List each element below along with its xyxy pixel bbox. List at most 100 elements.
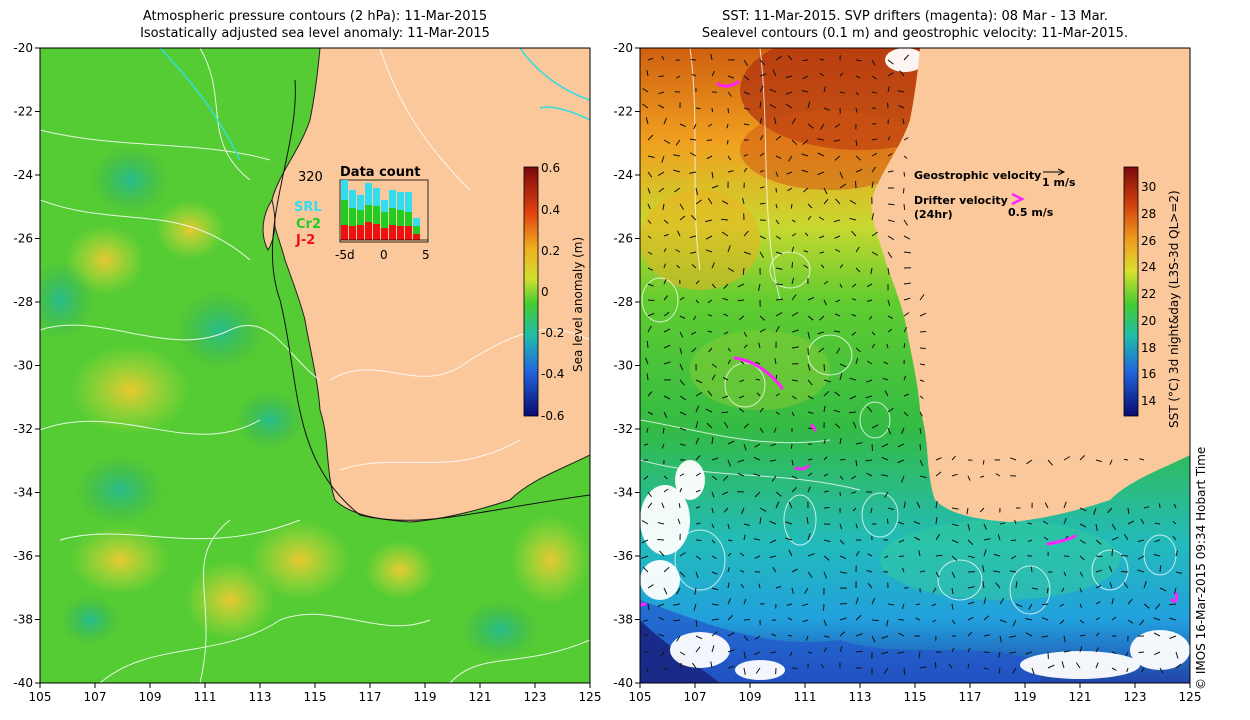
lon-tick-label: 113 [849, 690, 872, 704]
ssl-tick-6: -0.4 [541, 367, 564, 381]
lon-tick-label: 115 [304, 690, 327, 704]
inset-tick-m5: -5d [335, 248, 355, 262]
sea-level-contours [640, 48, 1177, 615]
lat-tick-label: -22 [13, 105, 33, 119]
sst-tick-24: 24 [1141, 260, 1156, 274]
drifter-track [733, 356, 784, 390]
australia-land-right [871, 48, 1190, 522]
ssl-tick-5: -0.2 [541, 326, 564, 340]
right-title-line1: SST: 11-Mar-2015. SVP drifters (magenta)… [722, 9, 1108, 24]
drifter-tracks [640, 80, 1179, 607]
lat-tick-label: -26 [613, 232, 633, 246]
lat-tick-label: -38 [613, 613, 633, 627]
lat-tick-label: -24 [13, 168, 33, 182]
ssl-tick-2: 0.4 [541, 203, 560, 217]
lat-tick-label: -30 [613, 359, 633, 373]
lon-tick-label: 115 [904, 690, 927, 704]
drifter-track [1046, 534, 1077, 546]
lon-tick-label: 113 [249, 690, 272, 704]
map-axes: 105 107 109 111 113 115 117 119 121 123 125 -20 -22 -… [13, 41, 1201, 704]
inset-tick-0: 0 [380, 248, 388, 262]
cloud-mask [640, 48, 1190, 680]
velocity-legend: Geostrophic velocity 1 m/s Drifter veloc… [914, 168, 1076, 221]
lon-tick-label: 105 [29, 690, 52, 704]
drifter-track [810, 423, 817, 432]
sst-tick-14: 14 [1141, 394, 1156, 408]
drifter-sub: (24hr) [914, 208, 953, 221]
lat-tick-label: -28 [613, 295, 633, 309]
lat-tick-label: -34 [13, 486, 33, 500]
sst-tick-18: 18 [1141, 341, 1156, 355]
lat-tick-label: -22 [613, 105, 633, 119]
inset-title: Data count [340, 165, 420, 180]
lat-tick-label: -26 [13, 232, 33, 246]
drifter-track [716, 80, 740, 88]
lon-tick-label: 109 [739, 690, 762, 704]
lat-tick-label: -36 [13, 549, 33, 563]
lat-tick-label: -36 [613, 549, 633, 563]
lat-tick-label: -28 [13, 295, 33, 309]
copyright-notice: © IMOS 16-Mar-2015 09:34 Hobart Time [1194, 446, 1208, 690]
lon-tick-label: 119 [414, 690, 437, 704]
lat-tick-label: -32 [613, 422, 633, 436]
left-map [40, 48, 590, 683]
drifter-scale: 0.5 m/s [1008, 206, 1054, 219]
lon-tick-label: 125 [1179, 690, 1202, 704]
lon-tick-label: 123 [524, 690, 547, 704]
sst-colorbar-title: SST (°C) 3d night&day (L3S-3d QL>=2) [1167, 190, 1181, 428]
left-title-line2: Isostatically adjusted sea level anomaly… [140, 26, 490, 41]
sst-colorbar: 30 28 26 24 22 20 18 16 14 SST (°C) 3d n… [1123, 166, 1181, 428]
right-panel-title: SST: 11-Mar-2015. SVP drifters (magenta)… [640, 8, 1190, 42]
sea-level-colorbar: 0.6 0.4 0.2 0 -0.2 -0.4 -0.6 Sea level a… [523, 161, 585, 423]
velocity-vector-field [641, 53, 1183, 675]
lon-tick-label: 111 [194, 690, 217, 704]
left-panel-title: Atmospheric pressure contours (2 hPa): 1… [40, 8, 590, 42]
drifter-track [640, 602, 647, 607]
lat-tick-label: -24 [613, 168, 633, 182]
lon-tick-label: 117 [959, 690, 982, 704]
lat-tick-label: -40 [13, 676, 33, 690]
legend-cr2: Cr2 [296, 217, 321, 232]
sst-tick-28: 28 [1141, 207, 1156, 221]
lat-tick-label: -30 [13, 359, 33, 373]
lat-tick-label: -32 [13, 422, 33, 436]
sst-tick-16: 16 [1141, 367, 1156, 381]
lon-tick-label: 123 [1124, 690, 1147, 704]
ssl-tick-4: 0 [541, 285, 549, 299]
lon-tick-label: 121 [469, 690, 492, 704]
lon-tick-label: 125 [579, 690, 602, 704]
lon-tick-label: 121 [1069, 690, 1092, 704]
velocity-vectors [641, 53, 1183, 675]
lon-tick-label: 107 [84, 690, 107, 704]
ssl-colorbar-title: Sea level anomaly (m) [571, 237, 585, 372]
geostrophic-label: Geostrophic velocity [914, 169, 1041, 182]
geostrophic-scale: 1 m/s [1042, 176, 1076, 189]
lon-tick-label: 105 [629, 690, 652, 704]
ssl-tick-3: 0.2 [541, 244, 560, 258]
sst-tick-22: 22 [1141, 287, 1156, 301]
right-map [640, 48, 1190, 683]
lon-tick-label: 119 [1014, 690, 1037, 704]
inset-tick-5: 5 [422, 248, 430, 262]
inset-count-label: 320 [298, 170, 323, 185]
legend-srl: SRL [294, 200, 322, 215]
ssl-tick-1: 0.6 [541, 161, 560, 175]
lat-tick-label: -20 [613, 41, 633, 55]
lat-tick-label: -38 [13, 613, 33, 627]
lat-tick-label: -40 [613, 676, 633, 690]
drifter-track [1170, 592, 1179, 603]
sst-tick-20: 20 [1141, 314, 1156, 328]
sst-tick-26: 26 [1141, 234, 1156, 248]
lon-tick-label: 107 [684, 690, 707, 704]
drifter-arrow-icon [1011, 192, 1025, 206]
lat-tick-label: -20 [13, 41, 33, 55]
lat-tick-label: -34 [613, 486, 633, 500]
australia-land [271, 48, 590, 523]
ssl-tick-7: -0.6 [541, 409, 564, 423]
drifter-track [794, 464, 810, 471]
lon-tick-label: 111 [794, 690, 817, 704]
lon-tick-label: 109 [139, 690, 162, 704]
right-title-line2: Sealevel contours (0.1 m) and geostrophi… [701, 26, 1129, 41]
legend-j2: J-2 [295, 233, 315, 248]
